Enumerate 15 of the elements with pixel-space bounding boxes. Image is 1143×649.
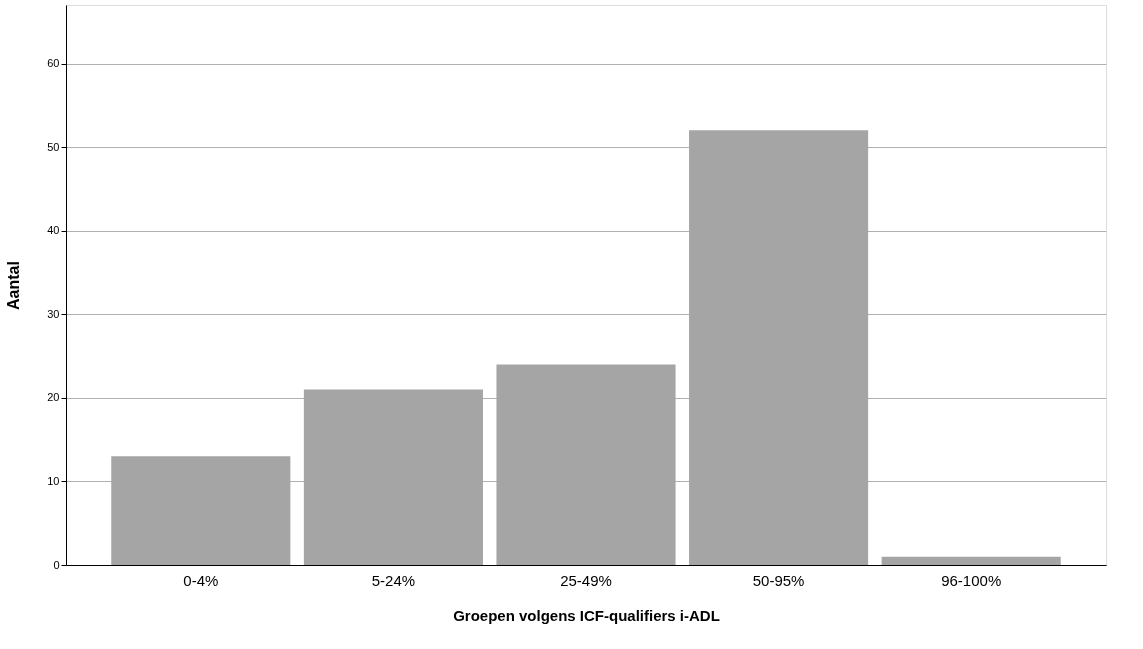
y-tick-label: 50	[47, 140, 60, 153]
y-tick-label: 20	[47, 391, 60, 404]
bar	[881, 556, 1061, 565]
y-tick-label: 40	[47, 224, 60, 237]
x-tick-label: 5-24%	[371, 571, 416, 589]
x-tick-label: 0-4%	[183, 571, 219, 589]
y-tick-label: 10	[47, 474, 60, 487]
y-tick-label: 60	[47, 57, 60, 70]
y-tick-label: 30	[47, 307, 60, 320]
y-tick-label: 0	[53, 558, 60, 571]
y-axis-title: Aantal	[5, 261, 23, 310]
x-axis-title: Groepen volgens ICF-qualifiers i-ADL	[453, 606, 720, 624]
x-tick-label: 50-95%	[752, 571, 805, 589]
x-tick-label: 25-49%	[560, 571, 612, 589]
x-tick-label: 96-100%	[941, 571, 1002, 589]
